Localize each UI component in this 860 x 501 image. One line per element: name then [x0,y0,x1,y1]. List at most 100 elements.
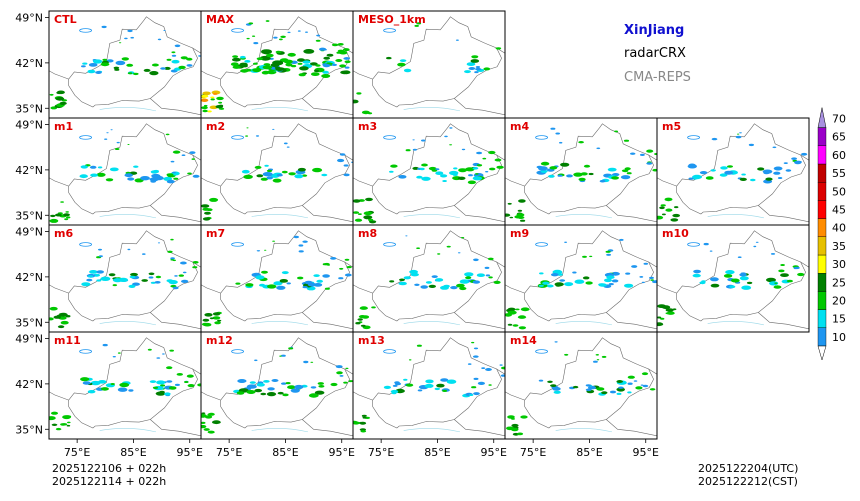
echo-cell [344,60,351,64]
lake-outline [687,242,700,247]
echo-cell [777,177,783,179]
echo-cell [290,346,293,348]
echo-cell [354,218,363,222]
echo-cell [272,60,284,66]
echo-cell [617,388,625,392]
echo-cell [719,173,728,177]
echo-cell [371,306,376,309]
echo-cell [312,167,323,173]
panel-m13 [353,332,505,439]
echo-cell [489,167,496,171]
echo-cell [149,177,159,182]
echo-cell [260,392,267,396]
echo-cell [616,392,622,395]
echo-cell [324,287,330,290]
echo-cell [254,359,258,362]
echo-cell [495,47,502,50]
echo-cell [249,381,256,384]
echo-cell [130,272,138,277]
echo-cell [457,176,466,180]
echo-cell [365,197,373,202]
x-tick-label: 75°E [368,446,394,459]
echo-cell [109,167,119,172]
echo-cell [585,384,592,387]
echo-cell [51,423,58,426]
echo-cell [740,272,746,275]
echo-cell [630,152,636,155]
echo-cell [114,148,120,150]
echo-cell [466,62,476,66]
echo-cell [359,306,368,310]
echo-cell [154,281,161,284]
colorbar-label: 50 [832,185,846,198]
echo-cell [539,272,544,275]
echo-cell [81,282,91,287]
echo-cell [276,173,283,177]
lake-outline [687,135,700,140]
lake-outline [231,135,244,140]
echo-cell [724,170,734,175]
lake-outline [79,242,92,247]
colorbar-segment [817,236,827,256]
echo-cell [216,96,224,101]
echo-cell [389,170,394,173]
echo-cell [171,59,180,64]
echo-cell [499,364,503,366]
colorbar-label: 30 [832,258,846,271]
echo-cell [488,276,493,279]
echo-cell [635,386,643,390]
echo-cell [353,211,359,214]
echo-cell [314,390,325,395]
echo-cell [601,391,608,395]
echo-cell [246,390,256,394]
echo-cell [416,247,420,249]
panel-label: m5 [662,120,681,133]
panel-label: m14 [510,334,537,347]
echo-cell [750,178,756,182]
echo-cell [710,283,720,288]
echo-cell [785,169,792,172]
echo-cell [339,267,344,270]
echo-cell [472,280,480,284]
echo-cell [55,427,62,431]
echo-cell [141,279,148,282]
echo-cell [773,171,781,175]
echo-cell [390,164,398,168]
echo-cell [170,257,175,260]
echo-cell [149,71,159,76]
echo-cell [108,273,116,277]
echo-cell [688,177,694,180]
panel-ctl [49,11,201,118]
echo-cell [339,153,346,156]
echo-cell [557,174,563,177]
echo-cell [148,276,154,279]
panel-m5 [657,118,809,225]
echo-cell [692,273,701,278]
echo-cell [339,375,344,377]
panel-label: m7 [206,227,225,240]
echo-cell [272,128,275,130]
echo-cell [720,166,728,170]
echo-cell [442,180,447,182]
echo-cell [507,323,513,326]
echo-cell [608,283,614,286]
echo-cell [475,67,482,71]
echo-cell [398,281,407,286]
echo-cell [412,139,415,141]
province-boundary [524,123,654,215]
echo-cell [431,169,438,172]
echo-cell [688,163,696,167]
echo-cell [627,391,632,394]
echo-cell [488,384,492,386]
colorbar-segment [817,291,827,310]
echo-cell [437,253,441,255]
valid-time-block: 2025122204(UTC) 2025122212(CST) [698,462,798,488]
echo-cell [57,325,65,329]
echo-cell [593,360,598,363]
echo-cell [471,386,477,389]
echo-cell [315,64,321,67]
province-boundary [676,123,806,215]
echo-cell [414,24,420,27]
echo-cell [474,71,479,74]
echo-cell [255,275,265,280]
